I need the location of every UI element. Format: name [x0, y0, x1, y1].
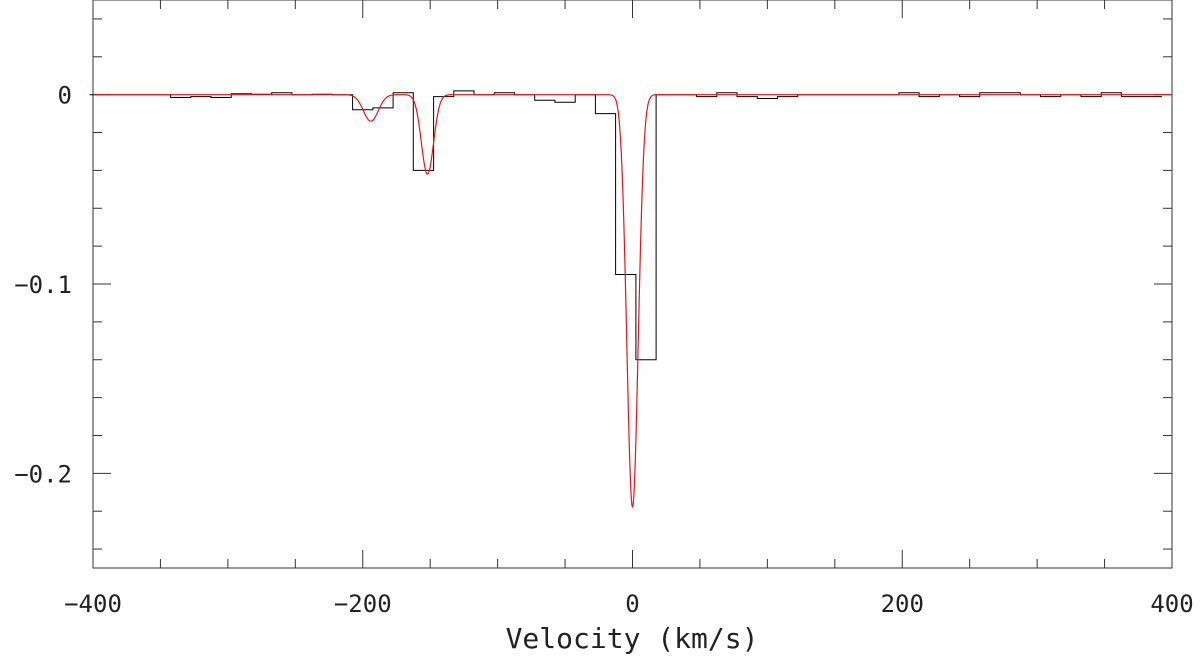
- series-observed-step: [89, 90, 1162, 361]
- axis-ticks: [92, 0, 1173, 568]
- y-tick-label: −0.1: [14, 271, 72, 299]
- x-axis-title: Velocity (km/s): [506, 622, 759, 655]
- series-layer: [89, 90, 1172, 508]
- y-tick-label: −0.2: [14, 460, 72, 488]
- x-tick-label: 0: [625, 590, 639, 618]
- x-tick-label: 200: [881, 590, 924, 618]
- plot-frame: [92, 0, 1173, 569]
- x-tick-label: 400: [1150, 590, 1193, 618]
- y-tick-label: 0: [58, 82, 72, 110]
- series-fit-curve: [93, 94, 1172, 508]
- x-tick-label: −400: [64, 590, 122, 618]
- tick-labels: −400 −200 0 200 400 0 −0.1 −0.2: [14, 82, 1193, 618]
- x-tick-label: −200: [334, 590, 392, 618]
